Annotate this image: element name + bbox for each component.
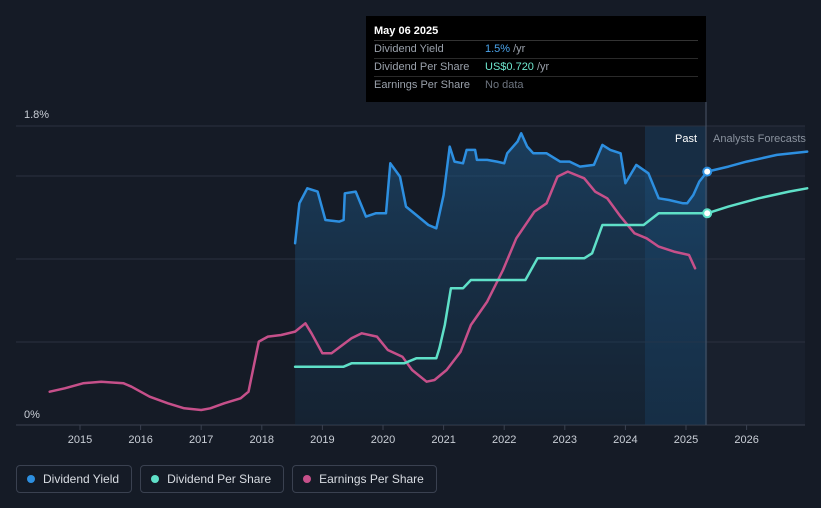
x-tick-label: 2015 — [68, 434, 92, 446]
tooltip: May 06 2025 Dividend Yield 1.5% /yr Divi… — [366, 16, 706, 102]
x-tick-label: 2023 — [553, 434, 577, 446]
series-line-dividend-yield — [293, 132, 809, 245]
tooltip-value: 1.5% — [485, 43, 511, 55]
dividend-per-share-marker — [702, 208, 713, 219]
dividend-yield-marker — [702, 166, 713, 177]
tooltip-unit: /yr — [536, 61, 550, 73]
x-tick-label: 2017 — [189, 434, 213, 446]
tooltip-row-dividend-per-share: Dividend Per Share US$0.720 /yr — [374, 59, 698, 77]
tooltip-label: Dividend Yield — [374, 43, 444, 55]
past-label: Past — [675, 133, 697, 145]
legend-dot-icon — [151, 475, 160, 483]
x-tick-label: 2021 — [431, 434, 455, 446]
tooltip-row-dividend-yield: Dividend Yield 1.5% /yr — [374, 41, 698, 59]
legend-dot-icon — [27, 475, 35, 483]
tooltip-unit: /yr — [513, 43, 526, 55]
tooltip-value: No data — [485, 79, 524, 91]
tooltip-value: US$0.720 — [485, 61, 534, 73]
series-line-earnings-per-share — [48, 170, 697, 412]
tooltip-date: May 06 2025 — [374, 22, 698, 41]
x-tick-label: 2025 — [674, 434, 698, 446]
x-tick-label: 2016 — [128, 434, 152, 446]
forecast-label: Analysts Forecasts — [713, 133, 806, 145]
future-region-shading — [706, 126, 805, 425]
tooltip-row-earnings-per-share: Earnings Per Share No data — [374, 77, 698, 94]
x-tick-label: 2020 — [371, 434, 395, 446]
x-tick-label: 2018 — [250, 434, 274, 446]
y-tick-top: 1.8% — [24, 109, 49, 121]
legend-label: Earnings Per Share — [319, 472, 424, 486]
legend: Dividend Yield Dividend Per Share Earnin… — [16, 465, 437, 493]
x-tick-label: 2024 — [613, 434, 637, 446]
x-tick-label: 2022 — [492, 434, 516, 446]
legend-item-dividend-yield[interactable]: Dividend Yield — [16, 465, 133, 493]
legend-label: Dividend Per Share — [167, 472, 272, 486]
legend-item-dividend-per-share[interactable]: Dividend Per Share — [140, 465, 285, 493]
x-tick-label: 2026 — [734, 434, 758, 446]
legend-item-earnings-per-share[interactable]: Earnings Per Share — [292, 465, 437, 493]
x-tick-label: 2019 — [310, 434, 334, 446]
y-tick-bottom: 0% — [24, 409, 40, 421]
tooltip-label: Dividend Per Share — [374, 61, 470, 73]
legend-dot-icon — [303, 475, 312, 483]
legend-label: Dividend Yield — [43, 472, 120, 486]
tooltip-label: Earnings Per Share — [374, 79, 470, 91]
series-line-dividend-per-share — [293, 187, 809, 368]
